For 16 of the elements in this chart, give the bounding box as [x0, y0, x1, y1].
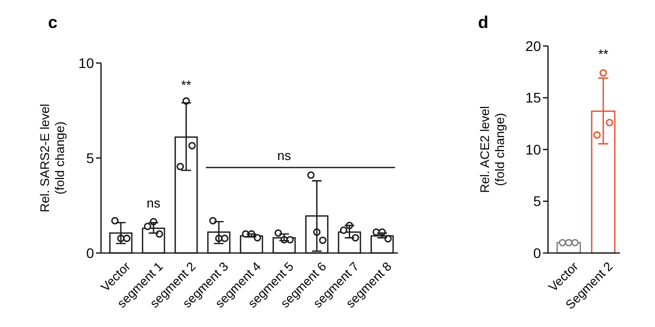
y-tick-label: 5	[86, 150, 94, 166]
y-axis-title: Rel. SARS2-E level (fold change)	[38, 104, 67, 212]
y-tick-label: 5	[533, 193, 542, 210]
y-tick-label: 10	[525, 141, 542, 158]
y-tick-label: 0	[533, 244, 542, 261]
y-tick-label: 20	[525, 38, 542, 54]
annotation: ns	[146, 195, 161, 210]
chart-title: c	[48, 13, 58, 32]
annotation: ns	[277, 148, 292, 163]
y-tick-label: 0	[86, 244, 94, 261]
annotation: **	[598, 46, 608, 62]
y-axis-title: Rel. ACE2 level (fold change)	[478, 106, 507, 193]
chart-title: d	[478, 13, 488, 32]
annotation: **	[181, 78, 192, 93]
y-tick-label: 15	[525, 90, 542, 106]
y-tick-label: 10	[78, 54, 94, 71]
